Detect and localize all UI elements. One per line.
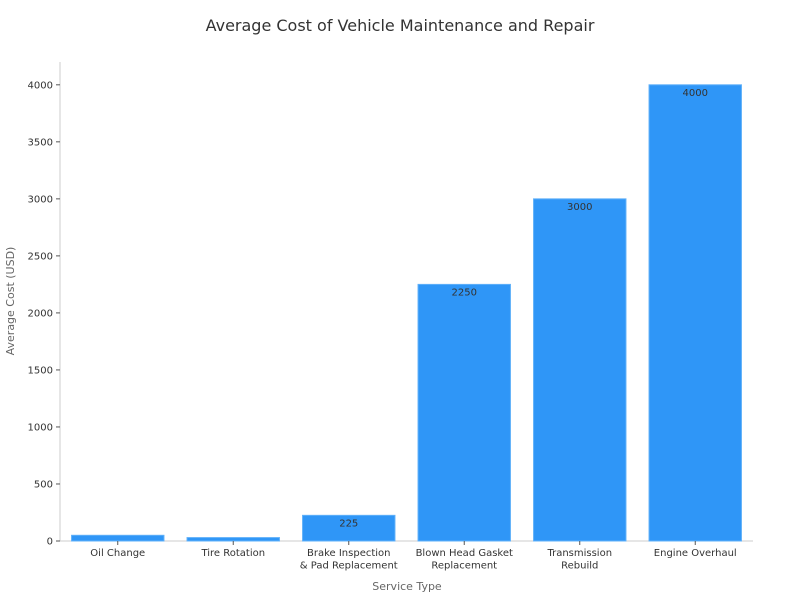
- x-tick-label: Transmission Rebuild: [546, 548, 612, 572]
- bar-value-label: 2250: [452, 287, 477, 298]
- bar: [533, 198, 627, 542]
- x-axis-ticks: Oil Change Tire Rotation Brake Inspection &…: [90, 541, 737, 572]
- bar: [186, 537, 280, 542]
- x-tick-label: Blown Head Gasket Replacement: [416, 548, 513, 572]
- y-tick-label: 2000: [28, 308, 53, 319]
- bar: [71, 534, 165, 542]
- bar-value-label: 4000: [683, 88, 708, 99]
- y-axis-ticks: 0 500 1000 1500 2000 2500 3000 3500 4000: [28, 80, 60, 548]
- y-tick-label: 3000: [28, 194, 53, 205]
- bar-value-label: 225: [339, 518, 358, 529]
- x-tick-label: Oil Change: [90, 548, 145, 559]
- y-tick-label: 4000: [28, 80, 53, 91]
- x-axis-title: Service Type: [372, 580, 442, 593]
- y-axis-title: Average Cost (USD): [4, 247, 17, 356]
- y-tick-label: 500: [34, 479, 53, 490]
- bar: [417, 283, 511, 542]
- data-labels-group: 225 2250 3000 4000: [339, 88, 708, 530]
- y-tick-label: 1500: [28, 365, 53, 376]
- chart-title: Average Cost of Vehicle Maintenance and …: [206, 16, 595, 35]
- x-tick-label: Brake Inspection & Pad Replacement: [300, 548, 398, 572]
- bar-value-label: 3000: [567, 202, 592, 213]
- bar: [648, 84, 742, 542]
- bars-group: [71, 84, 742, 542]
- y-tick-label: 0: [47, 537, 53, 548]
- y-tick-label: 1000: [28, 422, 53, 433]
- y-tick-label: 2500: [28, 251, 53, 262]
- x-tick-label: Tire Rotation: [200, 548, 265, 559]
- bar: [302, 514, 396, 542]
- x-tick-label: Engine Overhaul: [654, 548, 737, 559]
- y-tick-label: 3500: [28, 137, 53, 148]
